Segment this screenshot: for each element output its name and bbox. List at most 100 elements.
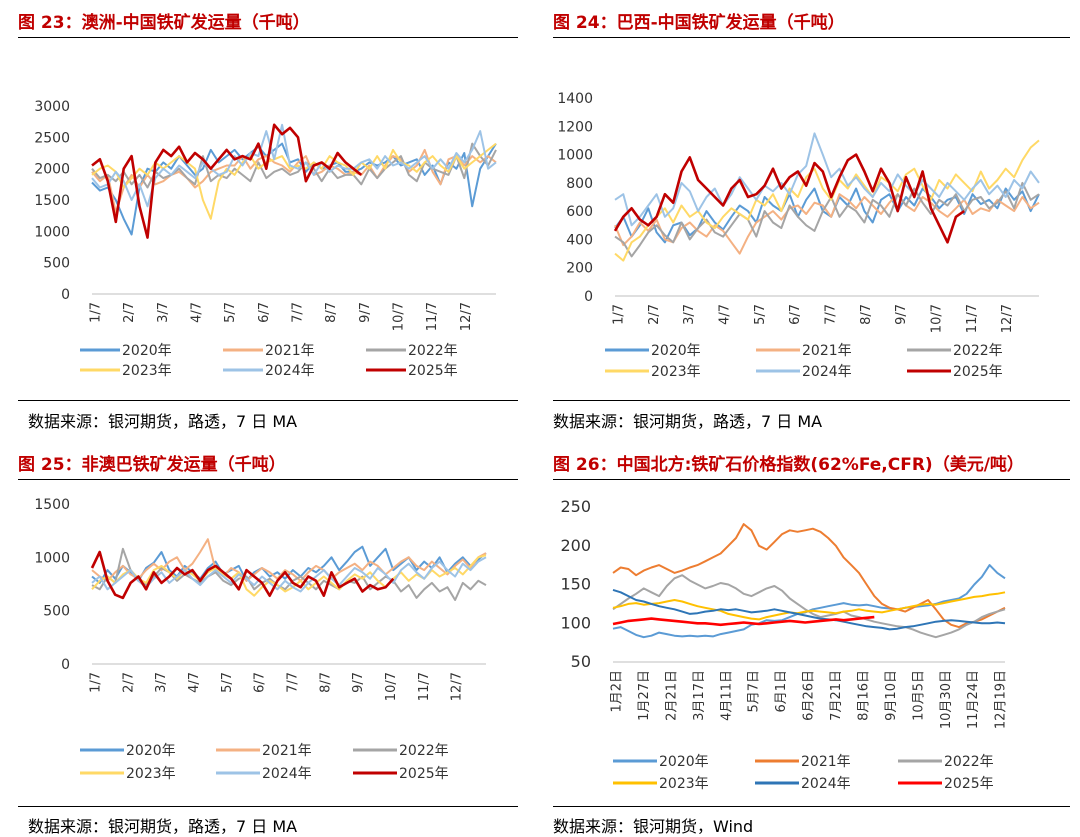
y-tick-label: 200	[560, 536, 591, 555]
legend-label: 2023年	[651, 364, 701, 380]
source-note: 数据来源：银河期货，路透，7 日 MA	[553, 412, 823, 431]
y-tick-label: 400	[566, 232, 593, 248]
legend-label: 2020年	[651, 343, 701, 359]
chart-title: 图 26：中国北方:铁矿石价格指数(62%Fe,CFR)（美元/吨）	[553, 455, 1024, 475]
legend-label: 2022年	[953, 343, 1003, 359]
legend-label: 2021年	[265, 343, 315, 359]
x-tick-label: 6/7	[253, 672, 268, 693]
x-tick-label: 9/7	[351, 672, 366, 693]
chart-fig23: 0 500 1000 1500 2000 2500 3000 1/7 2/7 3/7 4/7 5/7 6…	[34, 99, 497, 379]
x-tick-label: 9/7	[358, 302, 373, 323]
y-tick-label: 1000	[557, 148, 593, 164]
legend-label: 2020年	[659, 754, 709, 770]
legend-label: 2020年	[126, 743, 176, 759]
x-tick-label: 10/7	[392, 302, 407, 331]
panel-fig24: 图 24：巴西-中国铁矿发运量（千吨） 0 200 400 600 800 1000 120…	[553, 8, 1070, 436]
y-tick-label: 3000	[34, 99, 70, 115]
divider	[553, 806, 1070, 807]
x-tick-label: 5/7	[753, 304, 768, 325]
y-tick-label: 150	[560, 575, 591, 594]
legend-label: 2022年	[399, 743, 449, 759]
legend-label: 2024年	[802, 364, 852, 380]
y-tick-label: 1500	[34, 193, 70, 209]
x-tick-label: 12/7	[450, 672, 465, 701]
y-tick-label: 1200	[557, 119, 593, 135]
series-line-2025	[612, 615, 875, 627]
x-tick-label: 8/7	[324, 302, 339, 323]
series-line-2025	[613, 153, 965, 244]
y-tick-label: 1500	[34, 497, 70, 513]
x-tick-label: 9/7	[894, 304, 909, 325]
x-tick-label: 11/7	[425, 302, 440, 331]
x-tick-label: 8/7	[859, 304, 874, 325]
legend-label: 2024年	[262, 766, 312, 782]
x-tick-label: 2/7	[121, 672, 136, 693]
legend-label: 2025年	[944, 776, 994, 792]
x-tick-label: 2/7	[122, 302, 137, 323]
x-tick-label: 7/7	[824, 304, 839, 325]
x-tick-label: 3/7	[156, 302, 171, 323]
x-tick-label: 5/7	[223, 302, 238, 323]
x-tick-label: 11/7	[417, 672, 432, 701]
x-tick-label: 12月19日	[994, 670, 1009, 729]
series-line-2020	[91, 142, 497, 236]
legend-label: 2023年	[659, 776, 709, 792]
x-tick-label: 5月7日	[747, 670, 762, 713]
source-note: 数据来源：银河期货，路透，7 日 MA	[28, 817, 298, 836]
chart-title: 图 24：巴西-中国铁矿发运量（千吨）	[553, 13, 845, 33]
series-line-2024	[612, 588, 1006, 631]
series-line-2023	[614, 139, 1040, 262]
x-tick-label: 4/7	[718, 304, 733, 325]
x-tick-label: 10月5日	[911, 670, 926, 721]
x-tick-label: 6月1日	[774, 670, 789, 713]
series-line-2020	[91, 545, 487, 584]
y-tick-label: 0	[61, 657, 70, 673]
x-tick-label: 11/7	[965, 304, 980, 333]
legend-label: 2024年	[801, 776, 851, 792]
x-tick-label: 4/7	[187, 672, 202, 693]
x-tick-label: 1月27日	[637, 670, 652, 721]
x-tick-label: 3/7	[682, 304, 697, 325]
legend-label: 2025年	[953, 364, 1003, 380]
y-tick-label: 200	[566, 261, 593, 277]
divider	[553, 479, 1070, 480]
y-tick-label: 1000	[34, 550, 70, 566]
x-tick-label: 7/7	[291, 302, 306, 323]
panel-fig25: 图 25：非澳巴铁矿发运量（千吨） 0 500 1000 1500 1/7 2/7 3/7 4…	[18, 450, 518, 837]
x-tick-label: 8/7	[318, 672, 333, 693]
divider	[18, 37, 518, 38]
y-tick-label: 500	[43, 604, 70, 620]
x-tick-label: 2月21日	[664, 670, 679, 721]
source-note: 数据来源：银河期货，Wind	[553, 817, 754, 836]
x-tick-label: 10月30日	[939, 670, 954, 729]
legend-label: 2023年	[126, 766, 176, 782]
y-tick-label: 0	[584, 289, 593, 305]
legend-label: 2023年	[122, 363, 172, 379]
x-tick-label: 1/7	[89, 672, 104, 693]
x-tick-label: 3/7	[154, 672, 169, 693]
y-tick-label: 100	[560, 613, 591, 632]
panel-fig26: 图 26：中国北方:铁矿石价格指数(62%Fe,CFR)（美元/吨） 50 100…	[553, 450, 1070, 837]
y-tick-label: 800	[566, 176, 593, 192]
y-tick-label: 2000	[34, 162, 70, 178]
series-line-2024	[614, 132, 1040, 227]
x-tick-label: 10/7	[930, 304, 945, 333]
legend-label: 2021年	[801, 754, 851, 770]
divider	[18, 400, 518, 401]
legend-label: 2020年	[122, 343, 172, 359]
chart-fig24: 0 200 400 600 800 1000 1200 1400 1/7 2/7 3/7 4/7 5/7…	[557, 91, 1040, 380]
y-tick-label: 600	[566, 204, 593, 220]
y-tick-label: 0	[61, 287, 70, 303]
x-tick-label: 12/7	[459, 302, 474, 331]
y-tick-label: 250	[560, 497, 591, 516]
x-tick-label: 12/7	[1000, 304, 1015, 333]
x-tick-label: 7/7	[286, 672, 301, 693]
legend-label: 2025年	[399, 766, 449, 782]
y-tick-label: 1000	[34, 224, 70, 240]
legend-label: 2022年	[408, 343, 458, 359]
x-tick-label: 4月11日	[719, 670, 734, 721]
y-tick-label: 1400	[557, 91, 593, 107]
y-tick-label: 2500	[34, 130, 70, 146]
divider	[18, 806, 518, 807]
series-line-2023	[612, 591, 1006, 621]
